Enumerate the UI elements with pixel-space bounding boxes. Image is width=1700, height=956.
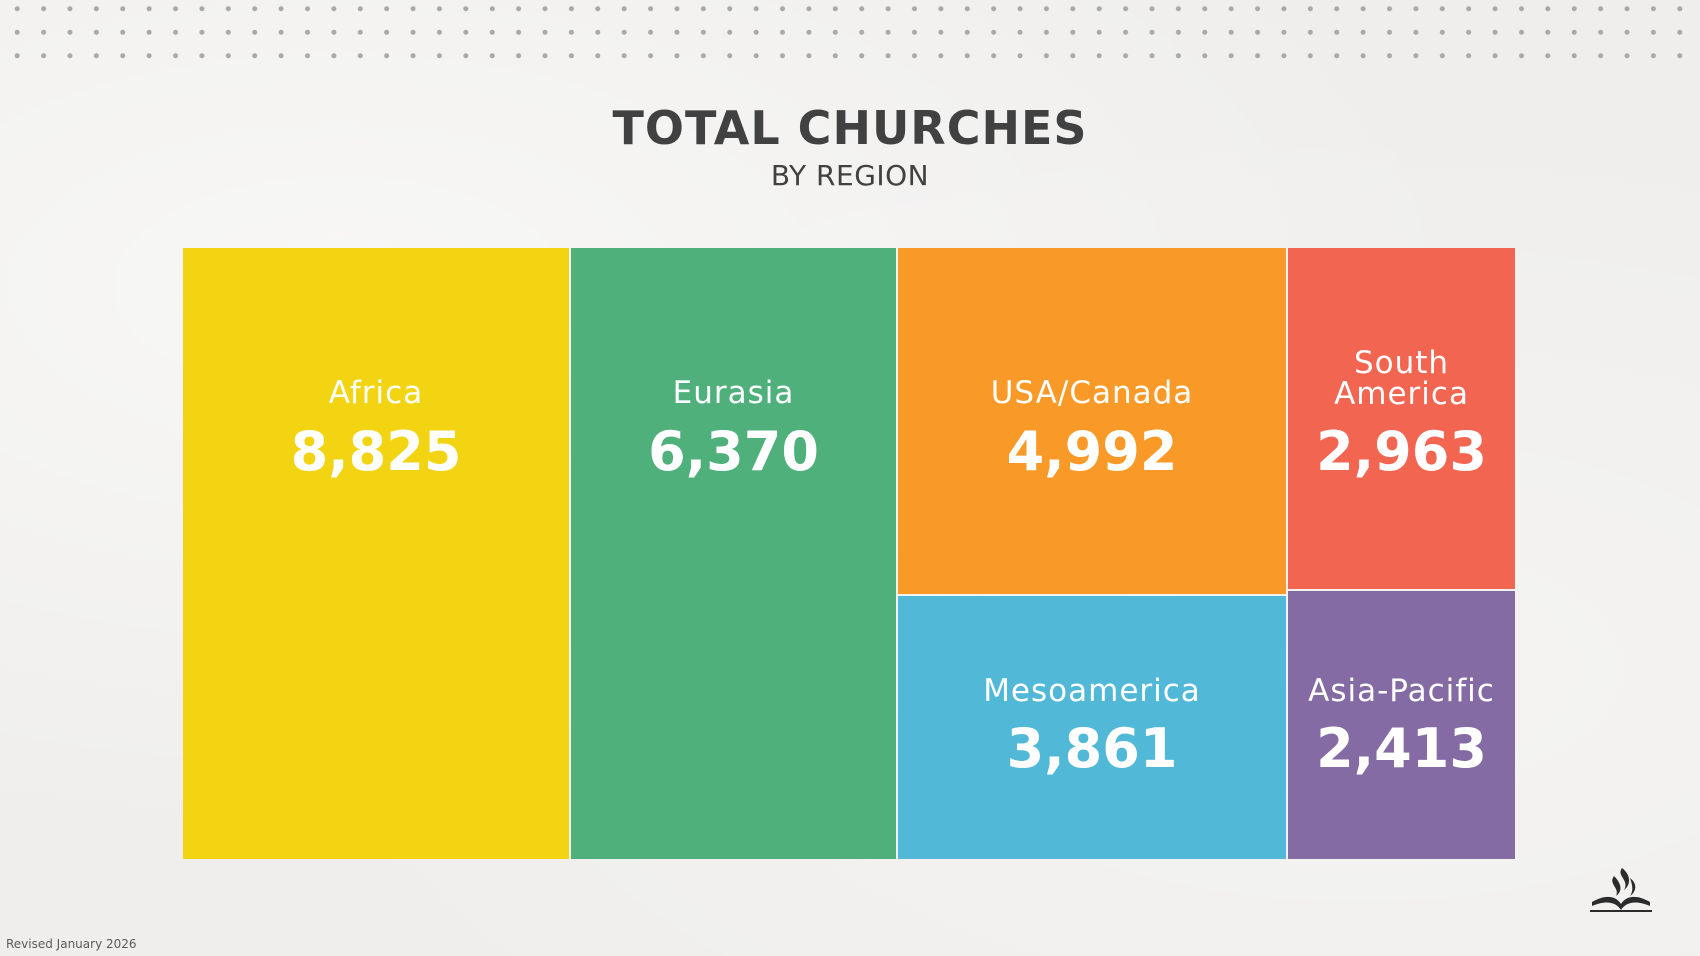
tile-value: 6,370 bbox=[648, 420, 819, 483]
chart-title: TOTAL CHURCHES bbox=[612, 101, 1088, 155]
tile-label: USA/Canada bbox=[990, 375, 1194, 411]
tile-value: 2,963 bbox=[1316, 420, 1487, 483]
tile-value: 3,861 bbox=[1006, 717, 1178, 780]
tile-label: Africa bbox=[328, 375, 424, 411]
dot-pattern-header bbox=[0, 0, 1700, 70]
tile-value: 4,992 bbox=[1006, 420, 1178, 483]
flame-book-logo-icon bbox=[1590, 868, 1652, 912]
treemap-tile-mesoamerica: Mesoamerica 3,861 bbox=[898, 596, 1286, 859]
chart-subtitle: BY REGION bbox=[770, 159, 930, 192]
tile-value: 8,825 bbox=[290, 420, 462, 483]
treemap-tile-africa: Africa 8,825 bbox=[183, 248, 569, 859]
tile-label: Mesoamerica bbox=[983, 673, 1201, 709]
treemap-tile-usa-canada: USA/Canada 4,992 bbox=[898, 248, 1286, 594]
treemap-tile-asia-pacific: Asia-Pacific 2,413 bbox=[1288, 591, 1515, 859]
tile-label: Asia-Pacific bbox=[1308, 673, 1495, 709]
treemap-tile-eurasia: Eurasia 6,370 bbox=[571, 248, 896, 859]
treemap-tile-south-america: South America 2,963 bbox=[1288, 248, 1515, 589]
revised-date: Revised January 2026 bbox=[6, 937, 137, 951]
tile-label: Eurasia bbox=[672, 375, 795, 411]
tile-label: South America bbox=[1334, 345, 1469, 412]
tile-value: 2,413 bbox=[1316, 717, 1487, 780]
